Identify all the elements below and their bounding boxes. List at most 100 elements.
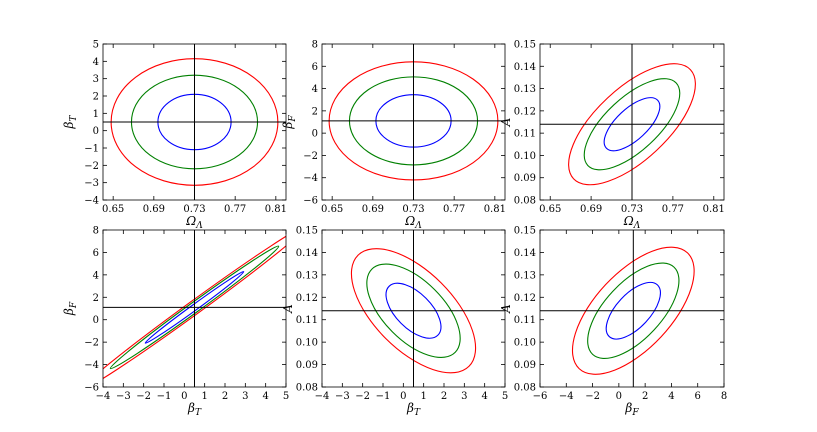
x-tick-label: 3 bbox=[242, 391, 248, 402]
x-tick-label: 0.81 bbox=[703, 204, 725, 215]
x-tick-label: 5 bbox=[502, 391, 508, 402]
y-tick-label: −6 bbox=[84, 383, 99, 394]
axes-frame bbox=[102, 229, 287, 388]
x-tick-label: −4 bbox=[96, 391, 111, 402]
y-tick-label: 0.09 bbox=[514, 360, 536, 371]
x-tick-label: 0.81 bbox=[484, 204, 506, 215]
x-tick-label: 0.73 bbox=[621, 204, 643, 215]
contour-green bbox=[583, 78, 681, 171]
x-tick-label: −4 bbox=[315, 391, 330, 402]
x-tick-label: 5 bbox=[283, 391, 289, 402]
axes-frame bbox=[539, 229, 725, 388]
x-tick-label: −2 bbox=[585, 391, 600, 402]
x-tick-label: 1 bbox=[420, 391, 426, 402]
y-tick-label: −2 bbox=[84, 161, 99, 172]
contour-blue bbox=[603, 97, 661, 152]
y-tick-label: 0.10 bbox=[296, 338, 318, 349]
y-tick-label: 0.15 bbox=[514, 40, 536, 51]
y-tick-label: 0.11 bbox=[514, 129, 536, 140]
x-tick-label: 0.77 bbox=[662, 204, 684, 215]
y-tick-label: −2 bbox=[84, 338, 99, 349]
y-tick-label: 0.12 bbox=[514, 293, 536, 304]
y-tick-label: 0.13 bbox=[296, 270, 318, 281]
x-axis-label: ΩΛ bbox=[185, 214, 203, 231]
panel-2: 0.65 0.69 0.73 0.77 0.81 −6 −4 −2 0 2 4 6 8 ΩΛ βF bbox=[281, 40, 506, 232]
y-tick-label: −2 bbox=[303, 151, 318, 162]
y-tick-label: 0.10 bbox=[514, 338, 536, 349]
plot-area bbox=[322, 44, 505, 200]
panel-6: −6 −4 −2 0 2 4 6 8 0.08 0.09 0.10 0.11 0.12 0.13 0.14 0… bbox=[499, 226, 727, 419]
y-tick-label: 0 bbox=[93, 126, 99, 137]
y-tick-label: 0.12 bbox=[514, 106, 536, 117]
x-tick-label: 8 bbox=[721, 391, 727, 402]
x-axis-label: βF bbox=[624, 401, 639, 418]
y-tick-label: 0.08 bbox=[514, 383, 536, 394]
y-tick-label: 6 bbox=[93, 248, 99, 259]
y-tick-label: 2 bbox=[312, 106, 318, 117]
y-tick-label: 4 bbox=[312, 84, 318, 95]
contour-red bbox=[350, 248, 477, 374]
y-tick-label: 4 bbox=[93, 57, 99, 68]
y-tick-label: 2 bbox=[93, 293, 99, 304]
x-tick-label: −2 bbox=[136, 391, 151, 402]
plot-area bbox=[103, 230, 286, 387]
y-tick-label: −4 bbox=[303, 173, 318, 184]
panel-1: 0.65 0.69 0.73 0.77 0.81 −4 −3 −2 −1 0 1 2 3 4 5 ΩΛ βT bbox=[62, 40, 287, 232]
y-tick-label: 0.15 bbox=[296, 226, 318, 237]
contour-red bbox=[568, 63, 696, 186]
y-axis-label: βF bbox=[62, 301, 79, 316]
x-tick-label: 0.69 bbox=[362, 204, 384, 215]
contour-green bbox=[109, 245, 280, 370]
x-tick-label: 0 bbox=[616, 391, 622, 402]
x-axis-label: ΩΛ bbox=[623, 214, 641, 231]
y-tick-label: 5 bbox=[93, 40, 99, 51]
plot-area bbox=[103, 44, 286, 200]
y-tick-label: 2 bbox=[93, 92, 99, 103]
y-tick-label: 0.11 bbox=[514, 315, 536, 326]
x-tick-label: 4 bbox=[481, 391, 487, 402]
y-tick-label: −4 bbox=[84, 196, 99, 207]
x-tick-label: 0.65 bbox=[321, 204, 343, 215]
x-tick-label: 2 bbox=[441, 391, 447, 402]
x-tick-label: 0.69 bbox=[143, 204, 165, 215]
y-tick-label: −4 bbox=[84, 360, 99, 371]
y-tick-label: 0.09 bbox=[296, 360, 318, 371]
x-tick-label: 0.65 bbox=[539, 204, 561, 215]
x-tick-label: 1 bbox=[201, 391, 207, 402]
panel-3: 0.65 0.69 0.73 0.77 0.81 0.08 0.09 0.10 0.11 0.12… bbox=[499, 40, 725, 232]
x-tick-label: 4 bbox=[668, 391, 674, 402]
y-tick-label: 0 bbox=[93, 315, 99, 326]
y-axis-label: A bbox=[499, 304, 513, 314]
y-tick-label: 0.13 bbox=[514, 84, 536, 95]
y-axis-label: A bbox=[499, 117, 513, 127]
contour-blue bbox=[605, 281, 661, 340]
y-tick-label: 0.09 bbox=[514, 173, 536, 184]
panel-5: −4 −3 −2 −1 0 1 2 3 4 5 0.08 0.09 0.10 0.11 0.12 0.13 0.… bbox=[281, 226, 508, 419]
y-tick-label: 0.13 bbox=[514, 270, 536, 281]
plot-area bbox=[322, 230, 505, 387]
x-tick-label: 2 bbox=[642, 391, 648, 402]
y-tick-label: 1 bbox=[93, 109, 99, 120]
y-tick-label: 0.14 bbox=[514, 248, 536, 259]
x-tick-label: 0.65 bbox=[102, 204, 124, 215]
y-tick-label: 0.12 bbox=[296, 293, 318, 304]
y-tick-label: −1 bbox=[84, 144, 99, 155]
y-axis-label: A bbox=[281, 304, 295, 314]
y-tick-label: 6 bbox=[312, 62, 318, 73]
y-tick-label: 0.15 bbox=[514, 226, 536, 237]
x-tick-label: 3 bbox=[461, 391, 467, 402]
x-tick-label: 0.77 bbox=[443, 204, 465, 215]
x-tick-label: 0.73 bbox=[183, 204, 205, 215]
y-tick-label: −6 bbox=[303, 196, 318, 207]
x-tick-label: 0.69 bbox=[580, 204, 602, 215]
contour-blue bbox=[144, 270, 245, 344]
x-tick-label: 0 bbox=[400, 391, 406, 402]
x-tick-label: −3 bbox=[335, 391, 350, 402]
plot-area bbox=[540, 230, 724, 387]
plot-area bbox=[540, 44, 724, 200]
x-tick-label: 6 bbox=[695, 391, 701, 402]
contour-red bbox=[571, 246, 695, 375]
x-axis-label: ΩΛ bbox=[404, 214, 422, 231]
axes-frame bbox=[321, 229, 506, 388]
